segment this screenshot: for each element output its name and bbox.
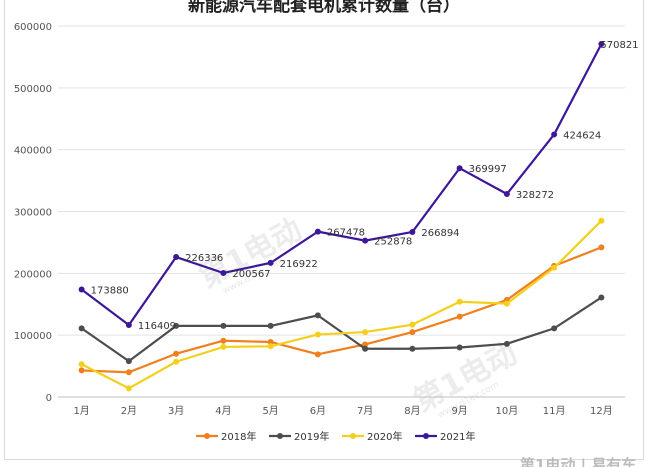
data-point <box>598 41 605 48</box>
data-label: 200567 <box>232 269 270 280</box>
data-point <box>125 369 132 376</box>
x-tick-label: 9月 <box>451 405 467 417</box>
y-tick-label: 0 <box>46 393 52 404</box>
data-label: 173880 <box>91 285 129 296</box>
data-point <box>125 385 132 392</box>
series-line <box>81 246 602 374</box>
x-tick-label: 1月 <box>73 405 89 417</box>
data-point <box>362 341 369 348</box>
data-point <box>598 217 605 224</box>
data-labels: 173880 116409 226336 200567 216922 267478 2528… <box>91 40 639 332</box>
data-point <box>409 321 416 328</box>
legend: 2018年 2019年 2020年 2021年 <box>196 430 475 443</box>
x-tick-label: 8月 <box>404 405 420 417</box>
legend-label: 2018年 <box>221 430 256 443</box>
x-tick-label: 7月 <box>357 405 373 417</box>
legend-label: 2021年 <box>440 430 475 443</box>
data-point <box>503 340 510 347</box>
data-point <box>362 329 369 336</box>
data-point <box>173 322 180 329</box>
x-tick-label: 2月 <box>121 405 137 417</box>
y-tick-label: 200000 <box>14 269 52 280</box>
series-layer <box>78 41 605 392</box>
data-point <box>409 329 416 336</box>
data-point <box>125 322 132 329</box>
data-point <box>314 312 321 319</box>
data-point <box>173 254 180 261</box>
data-point <box>220 322 227 329</box>
data-point <box>598 244 605 251</box>
legend-swatch-marker <box>350 433 356 439</box>
axes: 0 100000 200000 300000 400000 500000 600000 1月 2… <box>14 22 613 417</box>
data-point <box>551 264 558 271</box>
data-point <box>267 343 274 350</box>
data-point <box>267 322 274 329</box>
data-point <box>78 361 85 368</box>
data-point <box>409 228 416 235</box>
series-line <box>80 43 603 327</box>
data-label: 116409 <box>138 321 176 332</box>
data-label: 226336 <box>185 253 223 264</box>
legend-label: 2020年 <box>367 430 402 443</box>
data-point <box>267 259 274 266</box>
y-tick-label: 400000 <box>14 146 52 157</box>
chart-frame <box>4 0 644 460</box>
data-point <box>173 350 180 357</box>
data-point <box>456 298 463 305</box>
data-point <box>503 191 510 198</box>
grid-lines <box>58 25 625 398</box>
data-point <box>314 351 321 358</box>
x-tick-label: 3月 <box>168 405 184 417</box>
data-label: 424624 <box>563 130 601 141</box>
data-label: 328272 <box>516 190 554 201</box>
data-point <box>78 286 85 293</box>
x-tick-label: 12月 <box>590 405 613 417</box>
data-label: 369997 <box>469 164 507 175</box>
data-label: 267478 <box>327 228 365 239</box>
data-point <box>78 325 85 332</box>
data-point <box>362 345 369 352</box>
legend-swatch-marker <box>277 433 283 439</box>
y-tick-label: 300000 <box>14 208 52 219</box>
data-point <box>456 165 463 172</box>
data-point <box>220 343 227 350</box>
x-tick-label: 6月 <box>310 405 326 417</box>
y-tick-label: 100000 <box>14 331 52 342</box>
legend-swatch-marker <box>423 433 429 439</box>
legend-label: 2019年 <box>294 430 329 443</box>
data-point <box>125 358 132 365</box>
series-line <box>80 296 602 363</box>
data-point <box>78 367 85 374</box>
data-label: 570821 <box>600 40 638 51</box>
data-point <box>551 325 558 332</box>
chart-title: 新能源汽车配套电机累计数量（台） <box>188 0 460 16</box>
data-point <box>314 228 321 235</box>
data-point <box>456 344 463 351</box>
data-point <box>598 294 605 301</box>
legend-swatch-marker <box>204 433 210 439</box>
data-label: 216922 <box>280 259 318 270</box>
footer-brand-watermark: 第1电动 | 易有车 <box>520 456 636 467</box>
data-label: 266894 <box>421 228 459 239</box>
y-tick-label: 500000 <box>14 84 52 95</box>
data-point <box>173 358 180 365</box>
data-point <box>314 331 321 338</box>
data-point <box>220 337 227 344</box>
series-line <box>81 219 603 390</box>
x-tick-label: 4月 <box>215 405 231 417</box>
data-point <box>551 131 558 138</box>
data-point <box>409 345 416 352</box>
data-point <box>267 338 274 345</box>
x-tick-label: 10月 <box>496 405 519 417</box>
x-tick-label: 11月 <box>543 405 566 417</box>
data-point <box>362 237 369 244</box>
data-label: 252878 <box>374 237 412 248</box>
y-tick-label: 600000 <box>14 22 52 33</box>
x-tick-label: 5月 <box>262 405 278 417</box>
data-point <box>503 300 510 307</box>
data-point <box>220 269 227 276</box>
data-point <box>456 313 463 320</box>
